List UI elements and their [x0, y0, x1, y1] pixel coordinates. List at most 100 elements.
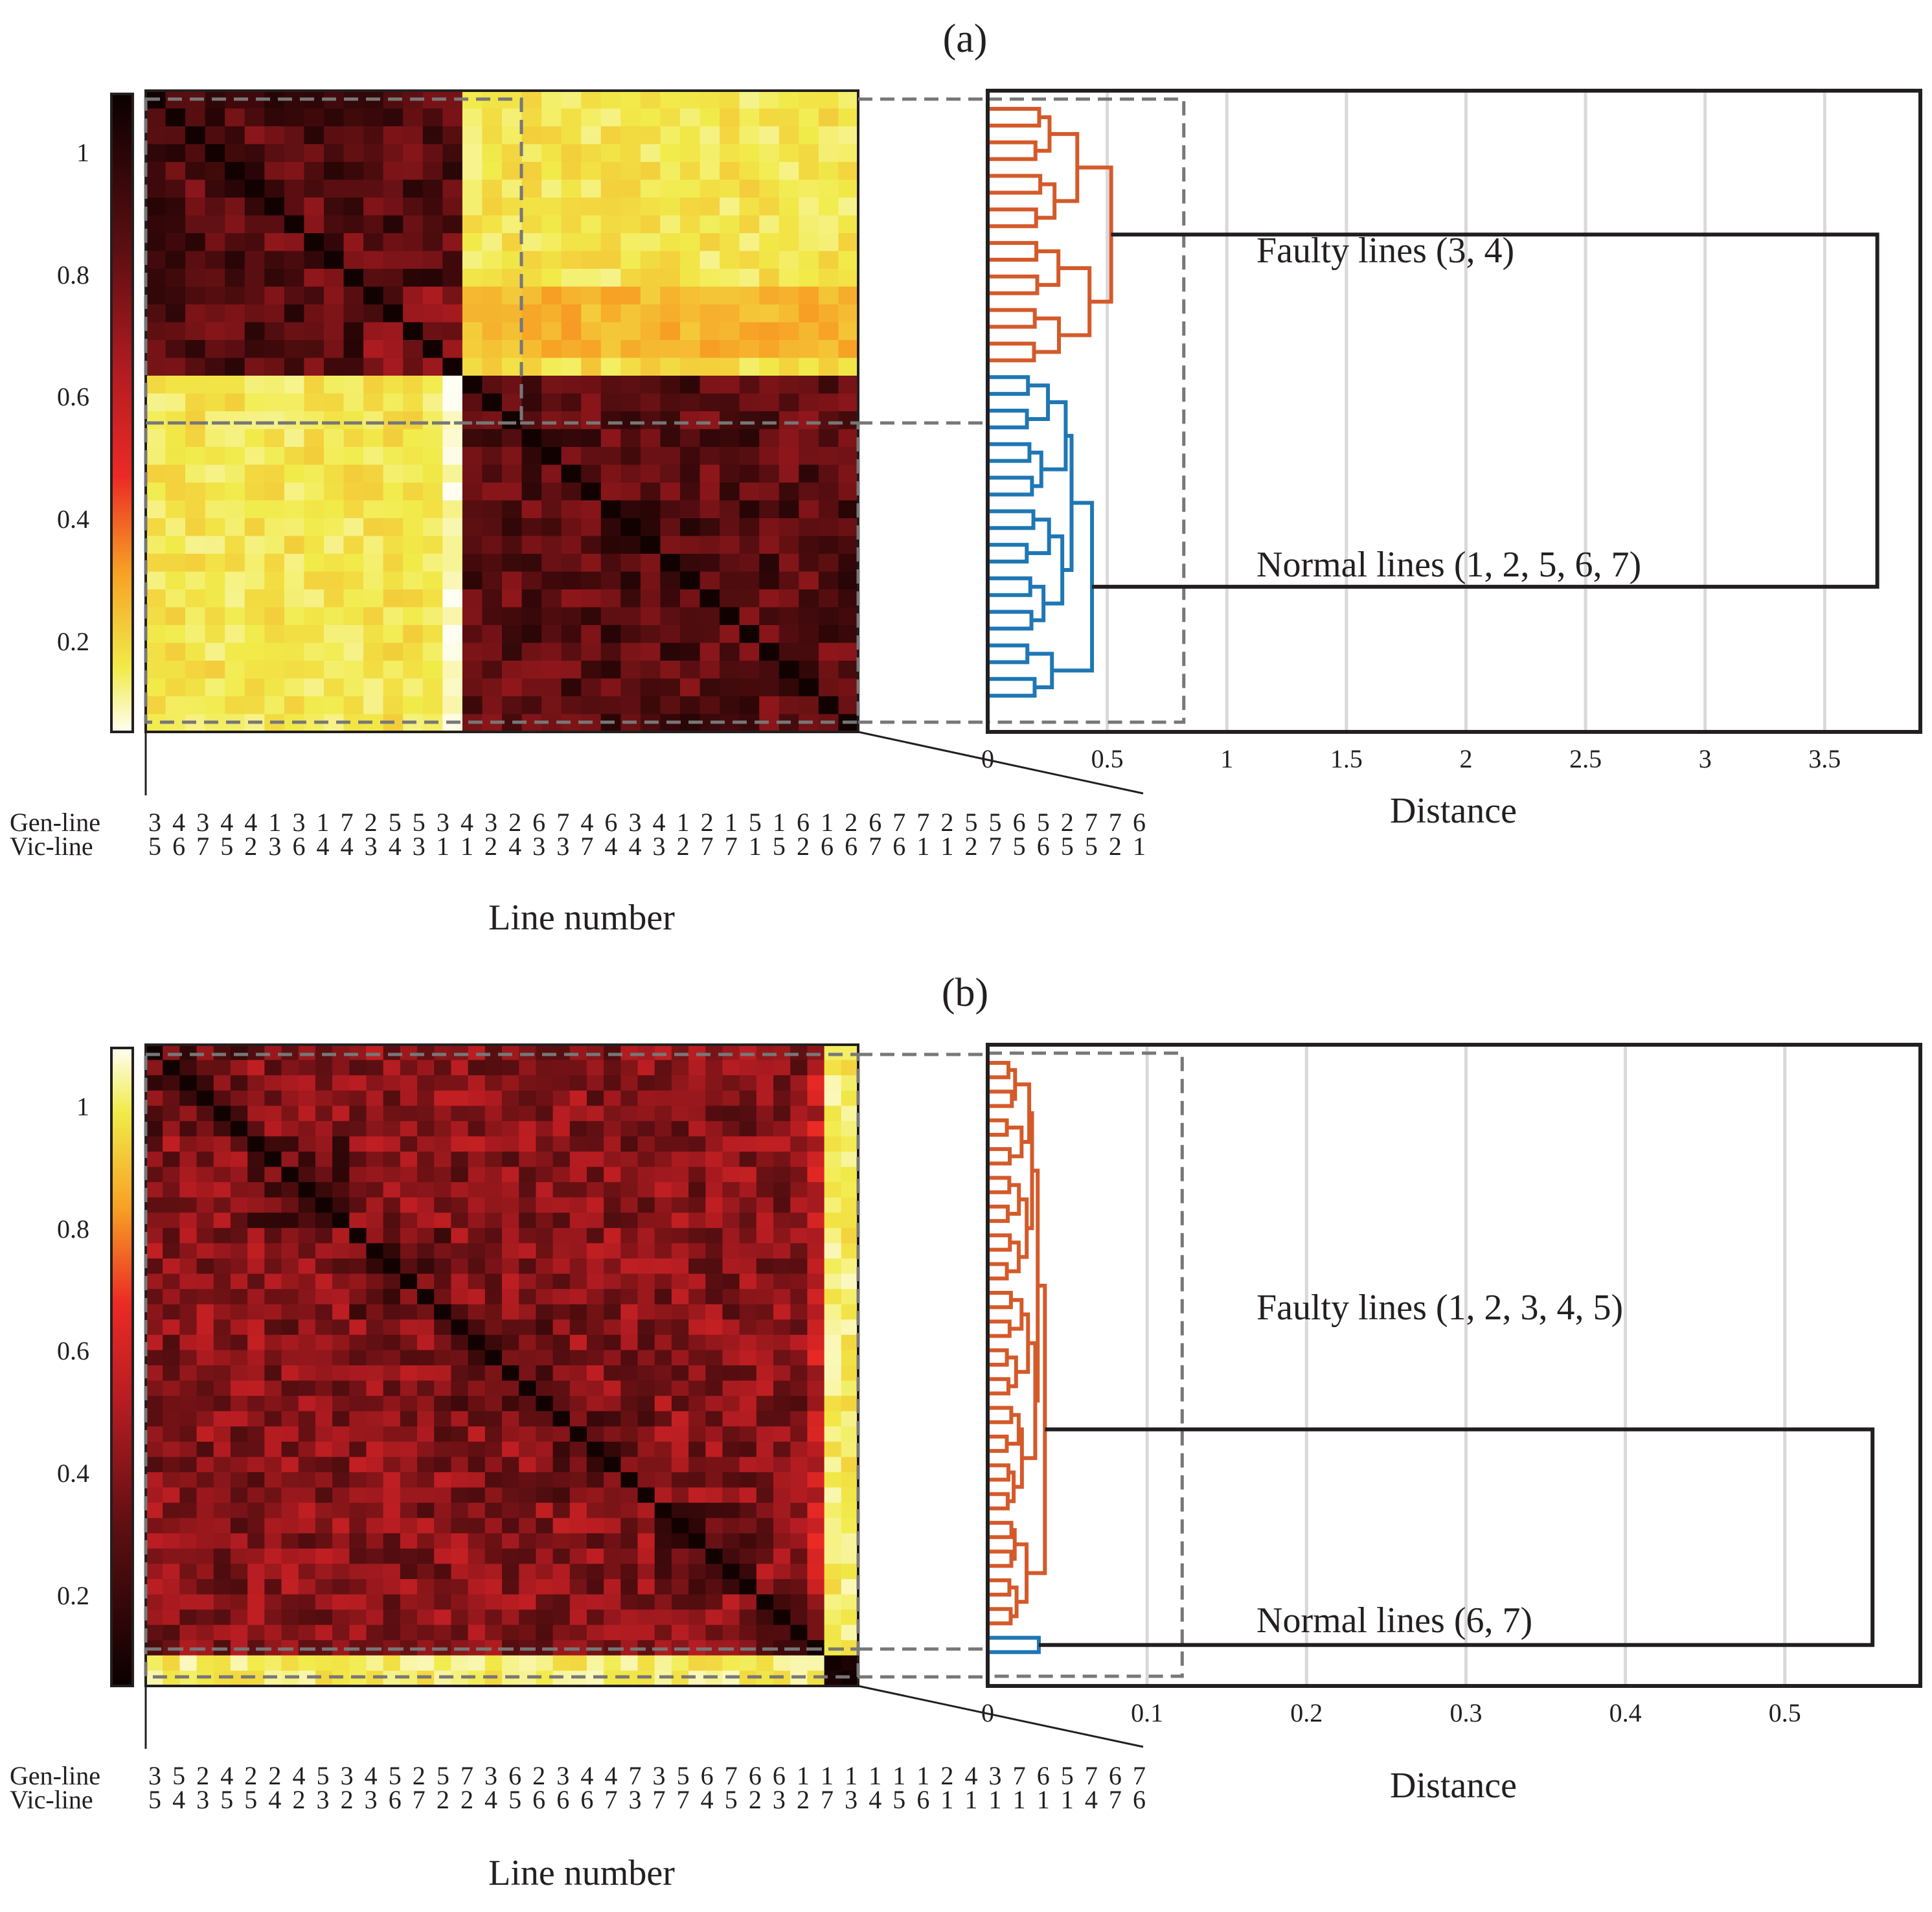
- heatmap-cell: [264, 447, 285, 466]
- heatmap-cell: [705, 1594, 723, 1610]
- heatmap-cell: [196, 1350, 214, 1366]
- heatmap-cell: [315, 1655, 333, 1672]
- heatmap-cell: [824, 1136, 842, 1152]
- heatmap-cell: [422, 108, 444, 127]
- heatmap-cell: [756, 1441, 774, 1458]
- heatmap-cell: [654, 1075, 672, 1091]
- heatmap-cell: [722, 1121, 740, 1137]
- heatmap-cell: [163, 1579, 181, 1595]
- heatmap-cell: [247, 1227, 266, 1244]
- heatmap-cell: [604, 1167, 622, 1183]
- dendrogram-link: [988, 1607, 1013, 1626]
- heatmap-cell: [383, 1167, 401, 1183]
- heatmap-cell: [298, 1411, 316, 1427]
- heatmap-cell: [165, 447, 186, 466]
- heatmap-cell: [179, 1472, 198, 1488]
- heatmap-cell: [759, 340, 780, 359]
- heatmap-cell: [722, 1533, 740, 1549]
- heatmap-cell: [363, 251, 384, 269]
- heatmap-cell: [818, 198, 839, 216]
- heatmap-cell: [705, 1197, 723, 1213]
- heatmap-cell: [304, 661, 324, 679]
- heatmap-cell: [671, 1075, 689, 1091]
- heatmap-cell: [824, 1289, 842, 1305]
- heatmap-cell: [403, 589, 424, 608]
- heatmap-cell: [281, 1670, 299, 1687]
- heatmap-cell: [434, 1243, 452, 1259]
- heatmap-cell: [163, 1090, 181, 1106]
- heatmap-cell: [773, 1289, 791, 1305]
- heatmap-cell: [146, 536, 166, 554]
- heatmap-cell: [654, 1533, 672, 1549]
- heatmap-cell: [244, 358, 266, 376]
- heatmap-cell: [213, 1457, 231, 1473]
- heatmap-cell: [468, 1182, 486, 1198]
- panel-b: (b) 1 0.8 0.6 0.4 0.2 Gen-line Vic-line …: [10, 971, 1922, 1893]
- heatmap-cell: [403, 518, 424, 537]
- heatmap-cell: [163, 1472, 181, 1488]
- heatmap-cell: [620, 429, 641, 448]
- heatmap-cell: [163, 1167, 181, 1183]
- heatmap-cell: [417, 1655, 435, 1672]
- heatmap-cell: [146, 1273, 163, 1290]
- heatmap-cell: [468, 1655, 486, 1672]
- heatmap-cell: [225, 286, 245, 305]
- heatmap-cell: [807, 1152, 825, 1168]
- heatmap-cell: [705, 1380, 723, 1396]
- heatmap-cell: [688, 1441, 706, 1458]
- heatmap-cell: [688, 1472, 706, 1488]
- heatmap-cell: [699, 500, 720, 519]
- heatmap-cell: [620, 1655, 639, 1672]
- heatmap-cell: [451, 1610, 469, 1626]
- heatmap-cell: [324, 411, 345, 430]
- heatmap-cell: [620, 589, 641, 608]
- heatmap-cell: [264, 393, 285, 412]
- heatmap-cell: [165, 554, 186, 573]
- heatmap-cell: [799, 198, 819, 216]
- heatmap-cell: [519, 1594, 537, 1610]
- heatmap-cell: [620, 1060, 639, 1076]
- heatmap-cell: [654, 1152, 672, 1168]
- heatmap-cell: [680, 251, 701, 269]
- gen-line-label: Gen-line: [10, 1761, 100, 1790]
- heatmap-cell: [403, 625, 424, 644]
- heatmap-cell: [756, 1579, 774, 1595]
- heatmap-cell: [298, 1243, 316, 1259]
- heatmap-cell: [179, 1411, 198, 1427]
- heatmap-cell: [225, 251, 245, 269]
- heatmap-cell: [722, 1670, 740, 1687]
- heatmap-cell: [304, 286, 324, 305]
- heatmap-cell: [688, 1090, 706, 1106]
- heatmap-cell: [363, 589, 384, 608]
- heatmap-cell: [185, 536, 206, 554]
- heatmap-cell: [720, 251, 740, 269]
- heatmap-cell: [363, 464, 384, 483]
- heatmap-cell: [264, 536, 285, 554]
- heatmap-cell: [519, 1610, 537, 1626]
- heatmap-cell: [569, 1090, 587, 1106]
- heatmap-cell: [640, 304, 661, 323]
- heatmap-cell: [536, 1365, 554, 1382]
- heatmap-cell: [620, 1075, 639, 1091]
- heatmap-cell: [468, 1472, 486, 1488]
- heatmap-cell: [838, 251, 859, 269]
- heatmap-cell: [451, 1594, 469, 1610]
- heatmap-cell: [502, 251, 523, 269]
- heatmap-cell: [451, 1426, 469, 1442]
- heatmap-cell: [213, 1106, 231, 1122]
- heatmap-cell: [442, 126, 463, 145]
- heatmap-cell: [383, 661, 403, 679]
- heatmap-cell: [756, 1182, 774, 1198]
- heatmap-cell: [773, 1624, 791, 1641]
- heatmap-cell: [671, 1457, 689, 1473]
- heatmap-cell: [824, 1334, 842, 1351]
- heatmap-cell: [739, 1457, 757, 1473]
- heatmap-cell: [284, 304, 305, 323]
- heatmap-cell: [422, 144, 444, 163]
- heatmap-cell: [196, 1426, 214, 1442]
- heatmap-cell: [569, 1075, 587, 1091]
- heatmap-cell: [163, 1624, 181, 1641]
- heatmap-cell: [502, 1655, 519, 1672]
- heatmap-cell: [502, 1167, 519, 1183]
- heatmap-cell: [660, 144, 681, 163]
